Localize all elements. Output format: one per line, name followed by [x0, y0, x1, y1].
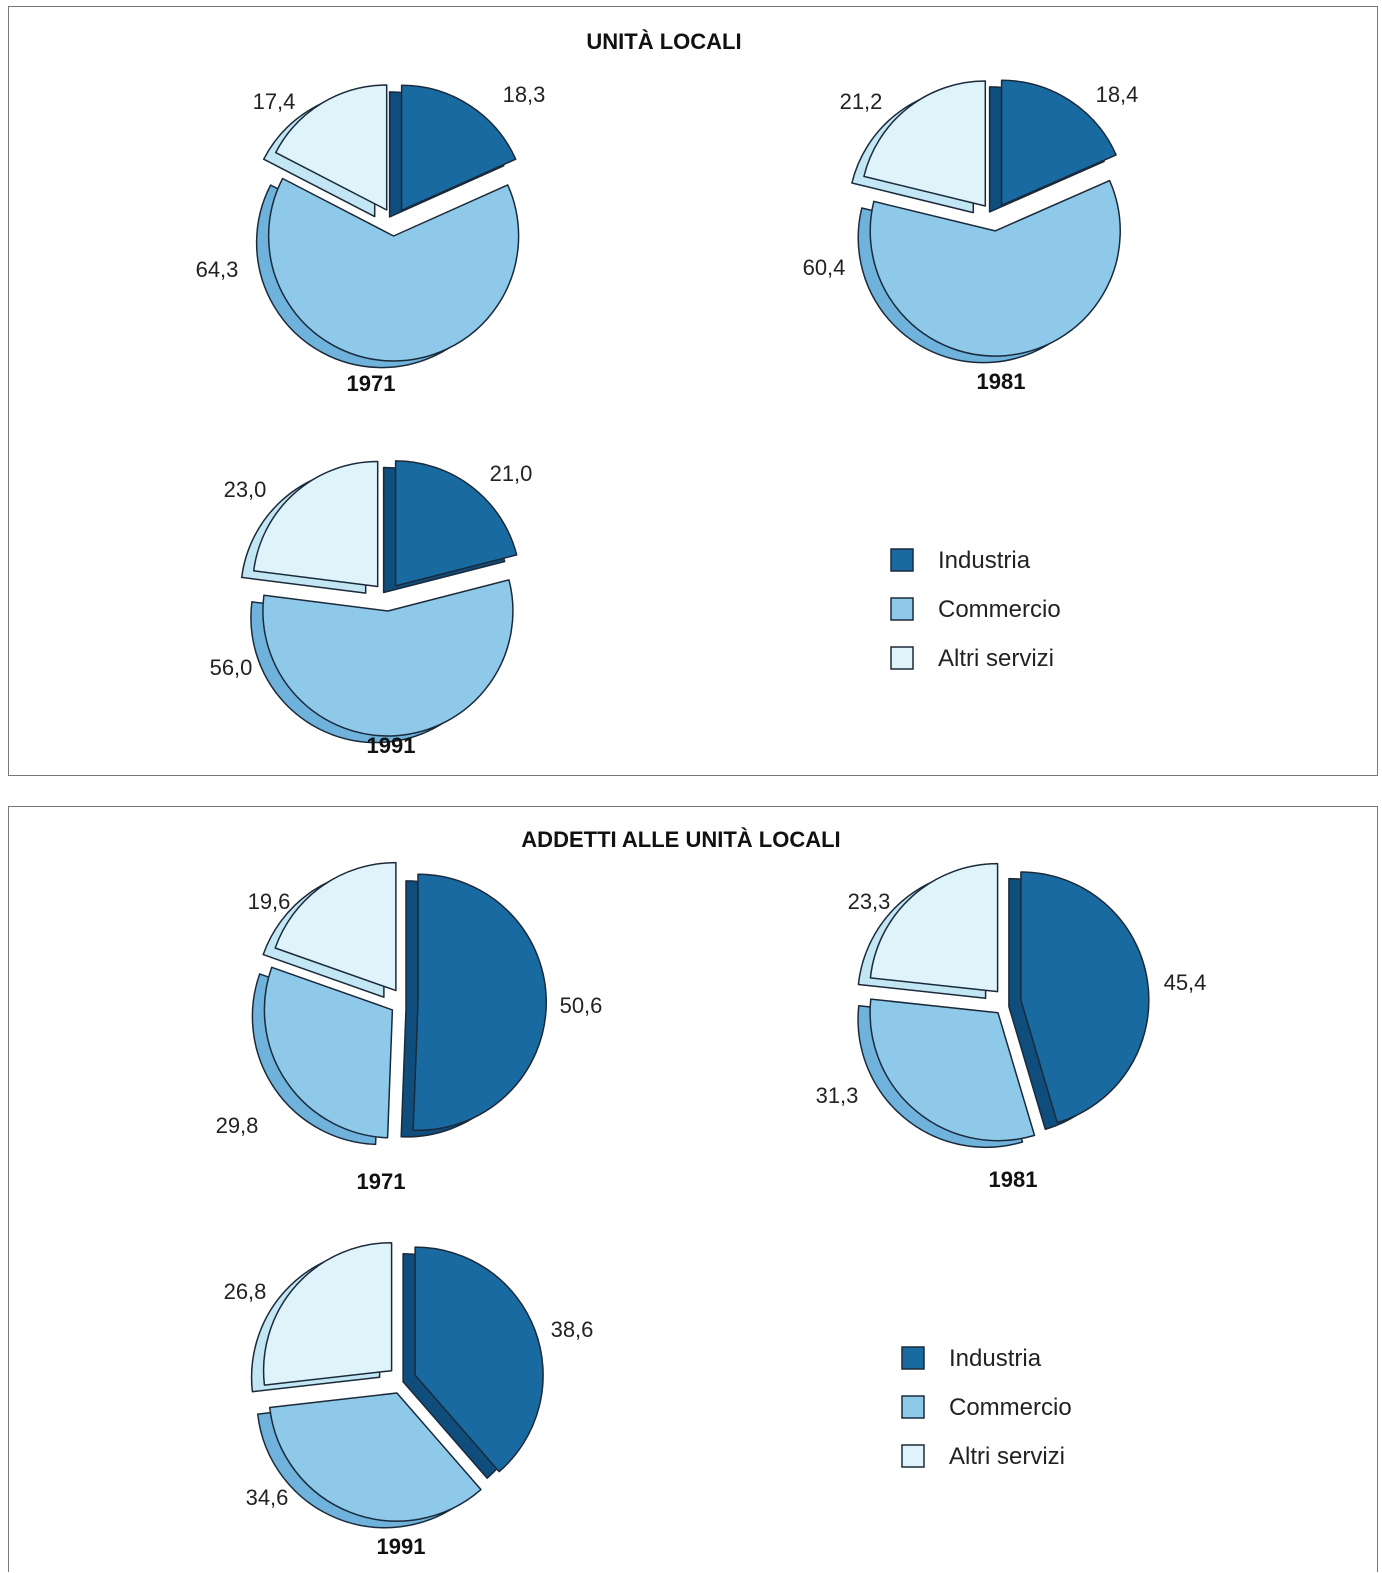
legend-swatch-commercio	[901, 1395, 925, 1419]
pie-slice-industria	[1020, 871, 1150, 1124]
pie-slice-industria	[412, 873, 547, 1131]
pie-slice-altri-servizi	[869, 862, 999, 993]
year-label: 1981	[989, 1167, 1038, 1192]
legend-label-industria: Industria	[938, 547, 1031, 574]
value-label-commercio: 60,4	[803, 255, 846, 280]
value-label-industria: 45,4	[1164, 970, 1207, 995]
chart-svg-unita-locali: UNITÀ LOCALI 18,3 64,3 17,4 1971 18,4 60…	[196, 29, 1139, 758]
legend-label-industria: Industria	[949, 1345, 1042, 1372]
value-label-altri-servizi: 23,3	[848, 889, 891, 914]
pie-slice-altri-servizi	[863, 80, 987, 207]
pie-slice-altri-servizi	[262, 1241, 393, 1386]
pie-1991: 21,0 56,0 23,0 1991	[210, 460, 533, 758]
pie-slice-altri-servizi	[274, 84, 388, 211]
legend-swatch-commercio	[890, 597, 914, 621]
pie-1981: 18,4 60,4 21,2 1981	[803, 79, 1139, 394]
chart-panel-addetti: ADDETTI ALLE UNITÀ LOCALI 50,6 29,8 19,6…	[8, 806, 1378, 1572]
pie-1981: 45,4 31,3 23,3 1981	[816, 862, 1207, 1192]
legend-swatch-altri-servizi	[890, 646, 914, 670]
year-label: 1971	[347, 371, 396, 396]
value-label-industria: 21,0	[490, 461, 533, 486]
legend-label-altri-servizi: Altri servizi	[949, 1443, 1065, 1470]
legend-label-commercio: Commercio	[938, 596, 1061, 623]
value-label-altri-servizi: 17,4	[253, 89, 296, 114]
pie-slice-commercio	[262, 579, 514, 737]
pie-slice-commercio	[268, 1392, 482, 1522]
value-label-commercio: 56,0	[210, 655, 253, 680]
year-label: 1991	[367, 733, 416, 758]
pie-slice-industria	[414, 1246, 544, 1473]
pie-1971: 18,3 64,3 17,4 1971	[196, 82, 546, 396]
legend: Industria Commercio Altri servizi	[901, 1345, 1072, 1470]
pie-slice-commercio	[267, 177, 520, 362]
chart-title: ADDETTI ALLE UNITÀ LOCALI	[521, 827, 840, 852]
pie-slice-altri-servizi	[252, 460, 379, 588]
pie-slice-commercio	[263, 966, 394, 1139]
chart-panel-unita-locali: UNITÀ LOCALI 18,3 64,3 17,4 1971 18,4 60…	[8, 6, 1378, 776]
value-label-commercio: 31,3	[816, 1083, 859, 1108]
pie-slice-commercio	[869, 998, 1036, 1142]
pie-slice-industria	[400, 84, 517, 212]
legend-swatch-altri-servizi	[901, 1444, 925, 1468]
pie-slice-industria	[394, 460, 518, 587]
value-label-commercio: 34,6	[246, 1485, 289, 1510]
pie-1991: 38,6 34,6 26,8 1991	[224, 1241, 594, 1559]
year-label: 1981	[977, 369, 1026, 394]
legend-swatch-industria	[901, 1346, 925, 1370]
value-label-altri-servizi: 23,0	[224, 477, 267, 502]
value-label-industria: 38,6	[551, 1317, 594, 1342]
value-label-industria: 18,3	[503, 82, 546, 107]
value-label-industria: 18,4	[1096, 82, 1139, 107]
year-label: 1991	[377, 1534, 426, 1559]
year-label: 1971	[357, 1169, 406, 1194]
value-label-commercio: 64,3	[196, 257, 239, 282]
chart-title: UNITÀ LOCALI	[586, 29, 741, 54]
value-label-altri-servizi: 26,8	[224, 1279, 267, 1304]
legend-label-altri-servizi: Altri servizi	[938, 645, 1054, 672]
value-label-industria: 50,6	[560, 993, 603, 1018]
pie-slice-commercio	[869, 179, 1121, 357]
value-label-commercio: 29,8	[216, 1113, 259, 1138]
legend: Industria Commercio Altri servizi	[890, 547, 1061, 672]
legend-label-commercio: Commercio	[949, 1394, 1072, 1421]
value-label-altri-servizi: 19,6	[248, 889, 291, 914]
pie-slice-industria	[1000, 79, 1117, 207]
pie-slice-altri-servizi	[274, 861, 397, 992]
pie-1971: 50,6 29,8 19,6 1971	[216, 861, 603, 1194]
value-label-altri-servizi: 21,2	[840, 89, 883, 114]
legend-swatch-industria	[890, 548, 914, 572]
chart-svg-addetti: ADDETTI ALLE UNITÀ LOCALI 50,6 29,8 19,6…	[216, 827, 1207, 1559]
